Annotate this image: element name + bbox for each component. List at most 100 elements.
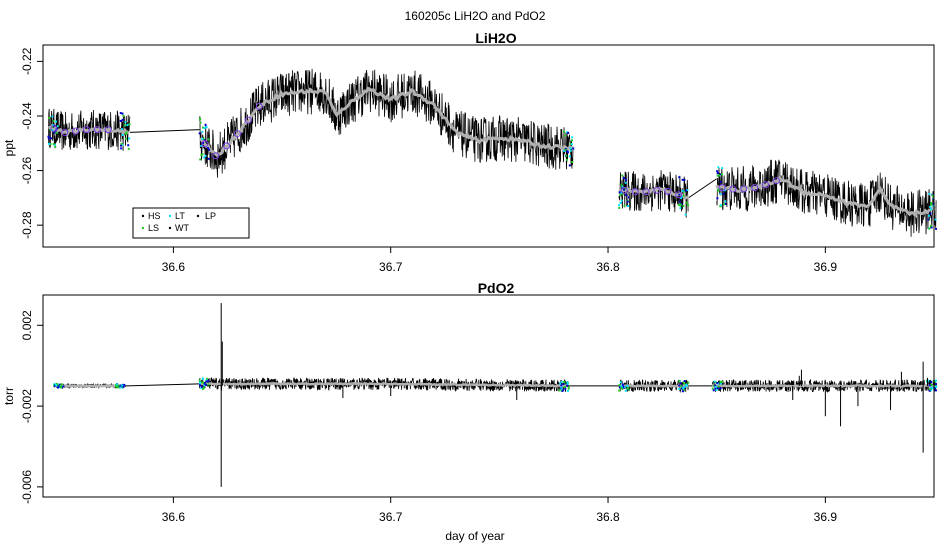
calib-marker-lih2o [121, 118, 124, 121]
calib-marker-pdo2 [620, 386, 623, 389]
calib-marker-lih2o [930, 208, 933, 211]
xtick-label-lih2o-2: 36.8 [596, 260, 620, 274]
calib-marker-pdo2 [717, 382, 720, 385]
calib-marker-lih2o [719, 204, 722, 207]
calib-marker-pdo2 [567, 387, 570, 390]
calib-marker-lih2o [53, 131, 56, 134]
calib-marker-lih2o [681, 178, 684, 181]
calib-marker-pdo2 [678, 384, 681, 387]
calib-marker-lih2o [623, 204, 626, 207]
calib-marker-lih2o [569, 147, 572, 150]
cal-circle-lih2o [223, 142, 231, 150]
calib-marker-pdo2 [62, 385, 65, 388]
calib-marker-lih2o [204, 154, 207, 157]
calib-marker-pdo2 [928, 389, 931, 392]
calib-marker-pdo2 [683, 379, 686, 382]
calib-marker-pdo2 [712, 389, 715, 392]
calib-marker-lih2o [679, 197, 682, 200]
calib-marker-pdo2 [618, 389, 621, 392]
calib-marker-lih2o [120, 147, 123, 150]
calib-marker-lih2o [678, 200, 681, 203]
calib-marker-pdo2 [121, 384, 124, 387]
calib-marker-pdo2 [566, 384, 569, 387]
calib-marker-lih2o [568, 164, 571, 167]
calib-marker-lih2o [626, 200, 629, 203]
calib-marker-pdo2 [618, 384, 621, 387]
calib-marker-pdo2 [686, 384, 689, 387]
calib-marker-lih2o [124, 132, 127, 135]
calib-marker-pdo2 [935, 383, 938, 386]
calib-marker-pdo2 [681, 390, 684, 393]
calib-marker-lih2o [682, 190, 685, 193]
calib-marker-pdo2 [207, 379, 210, 382]
smooth-trace-lih2o-3 [715, 175, 937, 218]
calib-marker-lih2o [572, 147, 575, 150]
legend-marker-wt [168, 226, 172, 230]
link-line-pdo2-0 [125, 383, 200, 387]
calib-marker-pdo2 [717, 385, 720, 388]
calib-marker-lih2o [55, 131, 58, 134]
xtick-label-pdo2-0: 36.6 [162, 510, 186, 524]
calib-marker-lih2o [201, 126, 204, 129]
legend-marker-hs [141, 214, 145, 218]
calib-marker-lih2o [627, 196, 630, 199]
calib-marker-pdo2 [716, 381, 719, 384]
calib-marker-pdo2 [199, 381, 202, 384]
calib-marker-lih2o [201, 137, 204, 140]
calib-marker-lih2o [53, 144, 56, 147]
calib-marker-lih2o [679, 207, 682, 210]
calib-marker-pdo2 [199, 384, 202, 387]
calib-marker-lih2o [620, 191, 623, 194]
calib-marker-lih2o [205, 126, 208, 129]
calib-marker-pdo2 [713, 380, 716, 383]
calib-marker-lih2o [52, 120, 55, 123]
legend-box [132, 207, 250, 239]
calib-marker-pdo2 [714, 385, 717, 388]
calib-marker-pdo2 [205, 383, 208, 386]
calib-marker-pdo2 [714, 387, 717, 390]
cal-circle-lih2o [201, 140, 209, 148]
calib-marker-lih2o [928, 227, 931, 230]
calib-marker-lih2o [124, 121, 127, 124]
xtick-label-lih2o-0: 36.6 [162, 260, 186, 274]
calib-marker-lih2o [929, 212, 932, 215]
axes-lih2o: 36.6 36.7 36.8 36.9 -0.22 -0.24 -0.26 -0.28 [20, 47, 837, 274]
panel-pdo2: PdO2 torr 36.6 36.7 36.8 36.9 0.002 -0.002 -0.… [2, 280, 938, 543]
raw-trace-lih2o-2 [618, 170, 689, 218]
calib-marker-pdo2 [53, 383, 56, 386]
calib-marker-lih2o [52, 124, 55, 127]
calib-marker-lih2o [684, 213, 687, 216]
calib-marker-pdo2 [714, 384, 717, 387]
link-line-lih2o-1 [688, 178, 717, 199]
calib-marker-lih2o [687, 204, 690, 207]
calib-marker-pdo2 [56, 383, 59, 386]
cal-circle-lih2o [631, 188, 639, 196]
calib-marker-pdo2 [205, 379, 208, 382]
calib-marker-lih2o [932, 196, 935, 199]
calib-marker-lih2o [680, 195, 683, 198]
calib-marker-pdo2 [559, 382, 562, 385]
xtick-label-lih2o-3: 36.9 [814, 260, 838, 274]
calib-marker-lih2o [625, 194, 628, 197]
calib-marker-lih2o [681, 189, 684, 192]
calib-marker-lih2o [621, 185, 624, 188]
calib-marker-lih2o [122, 114, 125, 117]
calib-marker-lih2o [686, 189, 689, 192]
calib-marker-lih2o [47, 135, 50, 138]
cal-circle-lih2o [762, 181, 770, 189]
plot-frame-lih2o [42, 44, 935, 248]
calib-marker-pdo2 [927, 379, 930, 382]
calib-marker-pdo2 [680, 385, 683, 388]
calib-marker-pdo2 [123, 383, 126, 386]
calib-marker-pdo2 [60, 383, 63, 386]
cal-circle-lih2o [718, 184, 726, 192]
calib-marker-lih2o [569, 142, 572, 145]
calib-marker-lih2o [199, 121, 202, 124]
calib-marker-lih2o [198, 132, 201, 135]
calib-marker-lih2o [619, 201, 622, 204]
calib-marker-lih2o [719, 205, 722, 208]
calib-marker-pdo2 [119, 386, 122, 389]
calib-marker-pdo2 [205, 377, 208, 380]
main-title: 160205c LiH2O and PdO2 [405, 9, 546, 23]
calib-marker-lih2o [50, 137, 53, 140]
